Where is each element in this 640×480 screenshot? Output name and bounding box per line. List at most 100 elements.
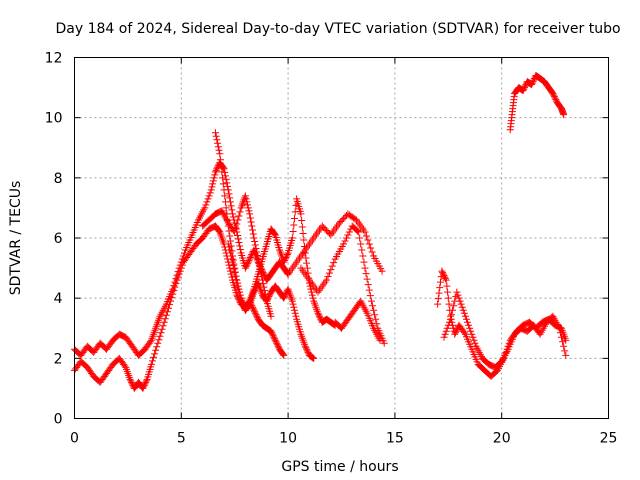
data-point: [520, 84, 528, 92]
data-point: [368, 302, 376, 310]
data-point: [441, 273, 449, 281]
data-point: [248, 222, 256, 230]
data-point: [159, 322, 167, 330]
data-point: [225, 227, 233, 235]
data-point: [140, 381, 148, 389]
data-point: [228, 273, 236, 281]
data-point: [244, 258, 252, 266]
data-point: [171, 283, 179, 291]
data-point: [297, 210, 305, 218]
data-point: [303, 259, 311, 267]
data-point: [222, 204, 230, 212]
data-point: [360, 258, 368, 266]
x-tick-label: 5: [177, 431, 186, 447]
y-tick-label: 4: [54, 291, 63, 307]
data-point: [356, 234, 364, 242]
data-point: [459, 306, 467, 314]
data-point: [232, 276, 240, 284]
data-point: [558, 333, 566, 341]
plot-frame: [74, 57, 609, 419]
data-point: [310, 354, 318, 362]
data-point: [299, 229, 307, 237]
data-point: [470, 336, 478, 344]
data-point: [226, 249, 234, 257]
series-track-j: [440, 288, 570, 371]
data-point: [227, 202, 235, 210]
data-point: [227, 252, 235, 260]
data-point: [218, 168, 226, 176]
data-point: [235, 239, 243, 247]
data-point: [234, 216, 242, 224]
data-point: [234, 285, 242, 293]
data-point: [323, 276, 331, 284]
data-point: [265, 293, 273, 301]
data-point: [226, 232, 234, 240]
data-point: [445, 318, 453, 326]
data-point: [340, 214, 348, 222]
data-point: [364, 236, 372, 244]
data-point: [289, 300, 297, 308]
data-point: [436, 284, 444, 292]
data-point: [562, 336, 570, 344]
grid: [74, 57, 609, 419]
data-point: [342, 234, 350, 242]
data-markers: [71, 72, 570, 392]
data-point: [550, 93, 558, 101]
data-point: [308, 288, 316, 296]
data-point: [279, 350, 287, 358]
data-point: [250, 306, 258, 314]
data-point: [325, 229, 333, 237]
data-point: [235, 212, 243, 220]
data-point: [270, 333, 278, 341]
data-point: [246, 255, 254, 263]
data-point: [528, 81, 536, 89]
data-point: [440, 272, 448, 280]
data-point: [327, 266, 335, 274]
data-point: [560, 342, 568, 350]
data-point: [246, 254, 254, 262]
data-point: [148, 357, 156, 365]
data-point: [243, 198, 251, 206]
data-point: [259, 280, 267, 288]
data-point: [233, 220, 241, 228]
data-point: [555, 324, 563, 332]
data-point: [549, 90, 557, 98]
x-axis-title: GPS time / hours: [281, 459, 398, 475]
data-point: [226, 246, 234, 254]
data-point: [230, 265, 238, 273]
data-point: [244, 204, 252, 212]
data-point: [150, 353, 158, 361]
data-point: [238, 299, 246, 307]
data-point: [217, 162, 225, 170]
data-point: [359, 252, 367, 260]
data-point: [212, 132, 220, 140]
data-point: [152, 346, 160, 354]
data-point: [340, 240, 348, 248]
data-point: [166, 301, 174, 309]
data-point: [139, 384, 147, 392]
data-point: [443, 282, 451, 290]
data-point: [372, 315, 380, 323]
data-point: [221, 198, 229, 206]
data-point: [261, 272, 269, 280]
data-point: [268, 330, 276, 338]
data-point: [362, 232, 370, 240]
data-point: [215, 227, 223, 235]
data-point: [252, 311, 260, 319]
data-point: [304, 348, 312, 356]
data-point: [209, 180, 217, 188]
data-point: [453, 288, 461, 296]
data-point: [253, 252, 261, 260]
data-point: [247, 218, 255, 226]
data-point: [330, 259, 338, 267]
data-point: [441, 275, 449, 283]
data-point: [232, 224, 240, 232]
data-point: [243, 261, 251, 269]
data-point: [309, 354, 317, 362]
data-point: [127, 378, 135, 386]
data-point: [142, 377, 150, 385]
y-tick-label: 12: [45, 51, 63, 67]
data-point: [281, 293, 289, 301]
data-point: [204, 195, 212, 203]
